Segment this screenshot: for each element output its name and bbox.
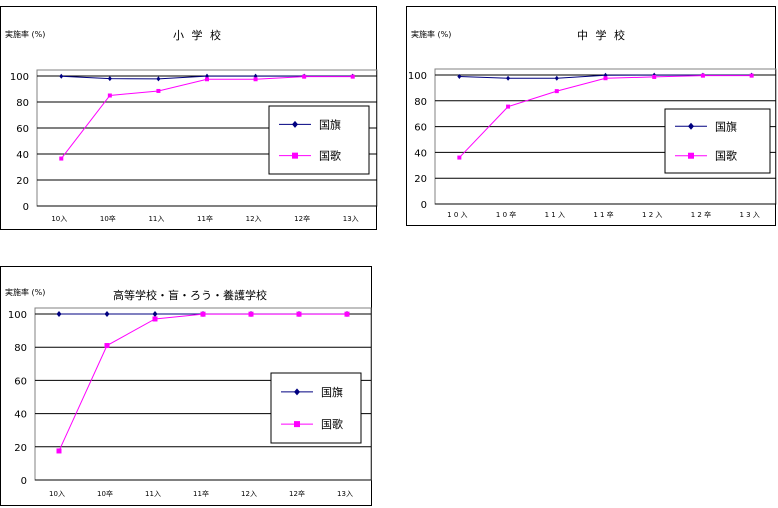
y-tick-label: 60	[16, 124, 29, 135]
y-tick-label: 40	[14, 410, 27, 421]
y-tick-label: 80	[414, 97, 427, 108]
x-tick-label: 1 2 卒	[691, 210, 711, 219]
data-point-anthem	[253, 77, 258, 82]
chart-title: 高等学校・盲・ろう・養護学校	[113, 289, 267, 302]
x-tick-label: 1 3 入	[739, 211, 759, 219]
chart-panel-junior-high: 実施率 (%) 中 学 校 0 20 40 60 80 100 1 0 入 1 0 卒 1 1 …	[406, 6, 777, 226]
data-point-anthem	[56, 448, 62, 454]
legend-entry-label: 国歌	[321, 417, 343, 431]
data-point-anthem	[248, 311, 254, 317]
y-tick-label: 80	[14, 343, 27, 354]
x-tick-label: 10卒	[97, 489, 113, 498]
y-tick-label: 100	[10, 72, 29, 83]
data-point-anthem	[350, 74, 355, 79]
legend-entry-label: 国旗	[321, 385, 343, 399]
y-tick-label: 40	[414, 148, 427, 159]
legend-marker-flag	[292, 120, 298, 128]
data-point-anthem	[700, 73, 705, 78]
data-point-anthem	[344, 311, 350, 317]
data-point-flag	[152, 311, 158, 317]
x-tick-label: 13入	[343, 215, 359, 223]
y-tick-label: 0	[21, 476, 27, 487]
y-tick-label: 20	[16, 176, 29, 187]
chart-panel-high-school: 実施率 (%) 高等学校・盲・ろう・養護学校 0 20 40 60 80 100 10入 10…	[0, 266, 372, 506]
data-point-anthem	[302, 74, 307, 79]
data-point-anthem	[104, 343, 110, 349]
data-point-anthem	[749, 73, 754, 78]
x-tick-label: 13入	[337, 490, 353, 498]
y-tick-label: 20	[414, 174, 427, 185]
legend-marker-anthem	[292, 152, 298, 159]
data-point-anthem	[506, 104, 511, 109]
legend-marker-anthem	[294, 421, 300, 428]
x-tick-label: 12入	[241, 490, 257, 498]
x-tick-label: 11入	[145, 490, 161, 498]
legend-box	[664, 108, 771, 174]
chart-panel-elementary: 実施率 (%) 小 学 校 0 20 40 60 80 100 10入 10卒 11入 11卒 12…	[0, 6, 378, 230]
data-point-anthem	[156, 88, 161, 93]
data-point-anthem	[200, 311, 206, 317]
y-tick-label: 40	[16, 150, 29, 161]
legend-entry-label: 国旗	[715, 119, 737, 133]
data-point-anthem	[457, 155, 462, 160]
legend-box	[268, 105, 370, 175]
legend-entry-label: 国旗	[319, 117, 341, 131]
x-tick-label: 12入	[246, 215, 262, 223]
x-tick-label: 1 2 入	[642, 211, 662, 219]
legend-box	[270, 372, 362, 444]
data-point-anthem	[296, 311, 302, 317]
x-tick-label: 1 1 卒	[593, 210, 613, 219]
y-tick-label: 100	[408, 71, 427, 82]
x-tick-label: 1 0 入	[447, 211, 467, 219]
x-tick-label: 11卒	[193, 489, 209, 498]
data-point-flag	[554, 75, 559, 81]
data-point-anthem	[107, 93, 112, 98]
x-tick-label: 1 0 卒	[496, 210, 516, 219]
y-axis-label: 実施率 (%)	[5, 30, 46, 39]
data-point-anthem	[59, 156, 64, 161]
x-tick-label: 10卒	[100, 214, 116, 223]
y-tick-label: 0	[421, 200, 427, 211]
data-point-flag	[107, 76, 112, 82]
data-point-anthem	[554, 89, 559, 94]
y-axis-label: 実施率 (%)	[5, 288, 46, 297]
chart-title: 中 学 校	[577, 29, 627, 42]
x-tick-label: 10入	[51, 215, 67, 223]
data-point-flag	[104, 311, 110, 317]
data-point-anthem	[652, 74, 657, 79]
chart-title: 小 学 校	[173, 29, 223, 42]
y-tick-label: 20	[14, 443, 27, 454]
y-tick-label: 60	[14, 376, 27, 387]
data-point-flag	[506, 75, 511, 81]
chart-svg-junior-high: 0 20 40 60 80 100 1 0 入 1 0 卒 1 1 入 1 1 卒 1 2 入 1 2…	[408, 68, 777, 219]
y-tick-label: 80	[16, 98, 29, 109]
x-tick-label: 12卒	[294, 214, 310, 223]
x-tick-label: 1 1 入	[545, 211, 565, 219]
y-tick-label: 60	[414, 123, 427, 134]
data-point-flag	[156, 76, 161, 82]
data-point-flag	[56, 311, 62, 317]
y-tick-label: 100	[8, 310, 27, 321]
x-tick-label: 10入	[49, 490, 65, 498]
data-point-anthem	[205, 77, 209, 82]
legend-marker-flag	[688, 122, 694, 130]
x-tick-label: 12卒	[289, 489, 305, 498]
x-tick-label: 11卒	[197, 214, 213, 223]
legend-entry-label: 国歌	[319, 149, 341, 163]
y-tick-label: 0	[23, 202, 29, 213]
data-point-flag	[457, 74, 462, 80]
data-point-anthem	[152, 316, 158, 322]
legend-marker-anthem	[688, 152, 694, 159]
data-point-anthem	[603, 76, 608, 81]
y-axis-label: 実施率 (%)	[411, 30, 452, 39]
x-tick-label: 11入	[148, 215, 164, 223]
legend-marker-flag	[294, 388, 300, 396]
data-point-flag	[59, 73, 64, 79]
legend-entry-label: 国歌	[715, 149, 737, 163]
